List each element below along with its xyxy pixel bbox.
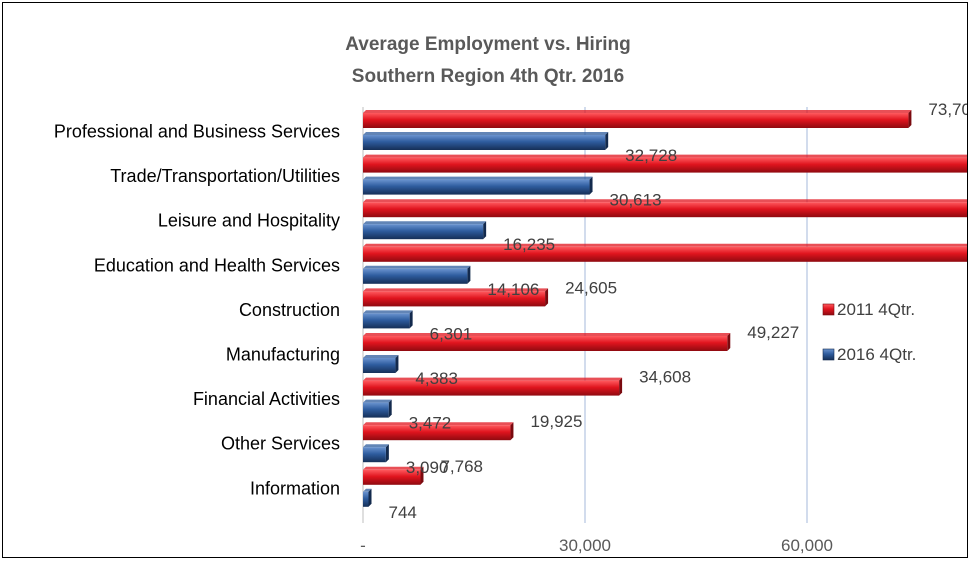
legend-label-2011: 2011 4Qtr.	[837, 300, 915, 319]
data-label-2016-leisure-and-hospitality: 16,235	[503, 235, 555, 254]
bar-2016-financial-activities	[363, 399, 392, 418]
bar-2011-manufacturing	[363, 333, 731, 351]
bar-2016-trade-transportation-utilities	[363, 176, 593, 195]
bar-2011-trade-transportation-utilities	[363, 154, 967, 173]
bar-2011-information	[363, 466, 424, 485]
bar-2011-leisure-and-hospitality	[363, 199, 967, 218]
legend-swatch-2011	[822, 303, 835, 316]
category-label-financial-activities: Financial Activities	[193, 389, 340, 409]
x-tick-label-0: -	[360, 536, 366, 555]
data-label-2016-information: 744	[389, 503, 417, 522]
data-label-2011-manufacturing: 49,227	[747, 323, 799, 342]
data-label-2011-other-services: 19,925	[530, 412, 582, 431]
bar-2016-education-and-health-services	[363, 265, 471, 284]
legend: 2011 4Qtr. 2016 4Qtr.	[822, 300, 916, 364]
bar-2016-manufacturing	[363, 355, 399, 373]
category-label-information: Information	[250, 478, 340, 498]
category-label-other-services: Other Services	[221, 434, 340, 454]
category-label-professional-and-business-services: Professional and Business Services	[54, 122, 340, 142]
bar-2016-professional-and-business-services	[363, 132, 609, 150]
bars	[363, 110, 967, 507]
data-label-2016-other-services: 3,090	[406, 458, 449, 477]
legend-label-2016: 2016 4Qtr.	[837, 345, 916, 364]
bar-2016-construction	[363, 310, 413, 329]
category-labels: Professional and Business Services Trade/…	[54, 122, 340, 499]
data-label-2016-professional-and-business-services: 32,728	[625, 146, 677, 165]
data-label-2011-professional-and-business-services: 73,704	[928, 100, 968, 119]
x-tick-label-1: 30,000	[559, 536, 611, 555]
bar-2011-construction	[363, 288, 549, 307]
legend-swatch-2016	[822, 348, 835, 361]
data-labels: 73,70432,728139,63330,61381,89616,235104…	[389, 100, 968, 522]
bar-2011-financial-activities	[363, 377, 623, 396]
category-label-construction: Construction	[239, 300, 340, 320]
bar-2011-other-services	[363, 422, 514, 441]
bar-chart: Average Employment vs. Hiring Southern R…	[54, 34, 968, 555]
bar-2016-other-services	[363, 444, 389, 463]
bar-2016-information	[363, 488, 372, 507]
data-label-2016-trade-transportation-utilities: 30,613	[610, 191, 662, 210]
x-tick-label-2: 60,000	[781, 536, 833, 555]
bar-2011-professional-and-business-services	[363, 110, 912, 128]
data-label-2011-financial-activities: 34,608	[639, 368, 691, 387]
data-label-2011-construction: 24,605	[565, 278, 617, 297]
data-label-2016-manufacturing: 4,383	[415, 369, 458, 388]
bar-2011-education-and-health-services	[363, 243, 967, 262]
data-label-2016-financial-activities: 3,472	[409, 414, 452, 433]
category-label-leisure-and-hospitality: Leisure and Hospitality	[158, 211, 340, 231]
category-label-trade-transportation-utilities: Trade/Transportation/Utilities	[110, 166, 340, 186]
data-label-2011-information: 7,768	[440, 457, 483, 476]
chart-title: Average Employment vs. Hiring	[345, 34, 630, 55]
chart-subtitle: Southern Region 4th Qtr. 2016	[352, 66, 624, 87]
bar-2016-leisure-and-hospitality	[363, 221, 487, 240]
data-label-2016-construction: 6,301	[430, 324, 473, 343]
category-label-manufacturing: Manufacturing	[226, 345, 340, 365]
data-label-2016-education-and-health-services: 14,106	[487, 280, 539, 299]
category-label-education-and-health-services: Education and Health Services	[94, 255, 340, 275]
